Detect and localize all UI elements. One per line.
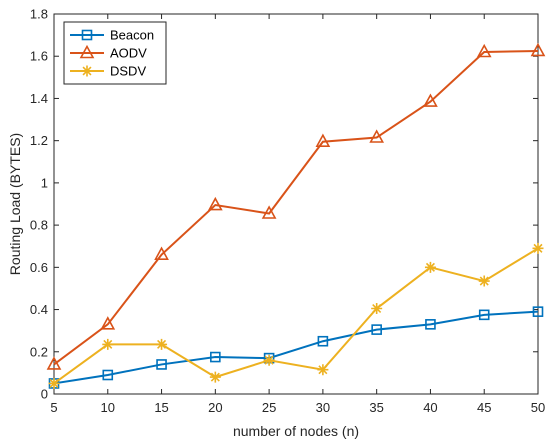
legend-item-dsdv: DSDV: [70, 64, 146, 79]
x-tick-label: 30: [316, 400, 330, 415]
data-point-dsdv: [156, 338, 168, 350]
series-dsdv: [48, 242, 544, 389]
legend-marker-beacon: [81, 29, 93, 41]
data-point-beacon: [371, 324, 382, 335]
series-line-dsdv: [53, 247, 539, 385]
x-tick-label: 35: [369, 400, 383, 415]
axis-ticks: 5 10 15 20 25 30 35 40 45 50 0 0.2 0.4 0.6 0.8 1 1.2 1.4 1…: [30, 7, 545, 416]
legend-item-beacon: Beacon: [70, 28, 154, 43]
legend-item-aodv: AODV: [70, 44, 147, 61]
data-point-aodv: [46, 356, 62, 370]
data-point-beacon: [156, 359, 167, 370]
x-tick-label: 45: [477, 400, 491, 415]
data-point-dsdv: [48, 377, 60, 389]
legend-marker-aodv: [79, 44, 95, 59]
y-tick-label: 0.6: [30, 260, 48, 275]
data-point-aodv: [261, 205, 277, 219]
data-point-dsdv: [532, 242, 544, 254]
x-axis-label: number of nodes (n): [233, 423, 359, 439]
data-point-aodv: [423, 93, 438, 107]
y-tick-label: 1.8: [30, 7, 48, 22]
data-point-aodv: [207, 196, 223, 211]
y-tick-label: 0.2: [30, 344, 48, 359]
data-point-beacon: [317, 335, 329, 347]
legend-label: DSDV: [110, 64, 146, 79]
data-point-dsdv: [424, 261, 436, 273]
x-tick-label: 10: [101, 400, 115, 415]
y-tick-label: 1.2: [30, 133, 48, 148]
data-point-aodv: [315, 133, 331, 148]
y-tick-label: 1.4: [30, 91, 48, 106]
x-tick-label: 20: [208, 400, 222, 415]
data-point-aodv: [100, 316, 116, 330]
x-tick-label: 40: [423, 400, 437, 415]
data-point-beacon: [425, 319, 436, 330]
series-aodv: [46, 42, 546, 370]
data-point-aodv: [530, 42, 546, 57]
x-tick-label: 25: [262, 400, 276, 415]
data-point-aodv: [369, 129, 385, 143]
data-point-beacon: [532, 306, 544, 317]
legend-marker-dsdv: [81, 65, 93, 77]
data-point-dsdv: [371, 303, 383, 314]
legend-label: Beacon: [110, 28, 154, 43]
x-tick-label: 50: [531, 400, 545, 415]
series-beacon: [48, 306, 544, 389]
series-line-beacon: [53, 310, 539, 385]
data-point-dsdv: [102, 338, 114, 350]
data-point-beacon: [210, 351, 221, 363]
x-tick-label: 15: [154, 400, 168, 415]
y-tick-label: 0: [41, 387, 48, 402]
series-line-aodv: [53, 49, 539, 366]
data-point-beacon: [102, 369, 114, 381]
data-point-dsdv: [478, 275, 490, 287]
data-point-dsdv: [317, 364, 329, 376]
data-point-beacon: [478, 309, 490, 321]
series-layer: [46, 42, 546, 389]
data-point-dsdv: [263, 354, 275, 366]
y-tick-label: 1.6: [30, 49, 48, 64]
data-point-aodv: [154, 246, 169, 260]
data-point-dsdv: [209, 371, 221, 383]
y-tick-label: 0.8: [30, 218, 48, 233]
x-tick-label: 5: [50, 400, 57, 415]
y-tick-label: 0.4: [30, 302, 48, 317]
y-tick-label: 1: [41, 175, 48, 190]
y-axis-label: Routing Load (BYTES): [7, 133, 23, 275]
legend: Beacon AODV DSDV: [63, 21, 167, 85]
legend-label: AODV: [110, 46, 147, 61]
data-point-aodv: [476, 43, 492, 58]
